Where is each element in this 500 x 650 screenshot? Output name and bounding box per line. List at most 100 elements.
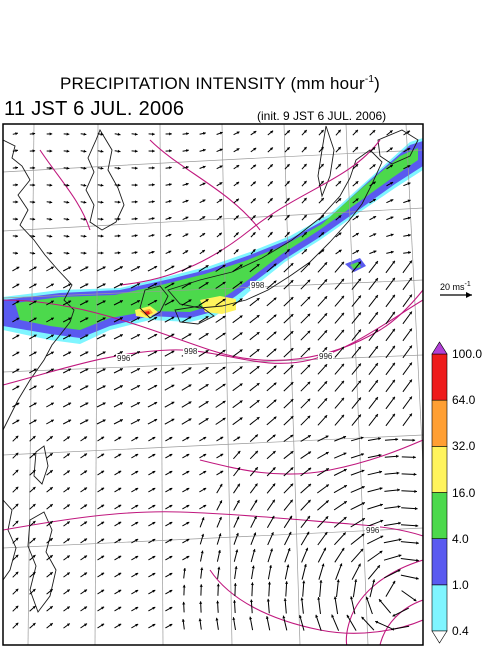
wind-vector-head (152, 573, 156, 576)
wind-vector-head (203, 471, 207, 474)
wind-vector-head (320, 129, 324, 133)
wind-vector-head (169, 607, 173, 610)
wind-vector-head (32, 183, 36, 187)
wind-vector-head (49, 200, 53, 204)
wind-vector-head (409, 362, 412, 366)
wind-vector-head (168, 233, 172, 237)
wind-vector-head (188, 384, 192, 388)
wind-vector-head (15, 217, 18, 221)
wind-vector-head (203, 488, 207, 491)
wind-vector-head (220, 470, 224, 474)
wind-vector-head (397, 505, 401, 509)
precip-intense-patch (200, 296, 236, 314)
wind-vector-head (235, 198, 239, 202)
wind-vector-head (341, 547, 345, 551)
wind-vector-head (169, 624, 173, 627)
wind-vector-head (324, 296, 328, 300)
wind-vector-head (375, 329, 378, 333)
wind-vector-head (137, 334, 140, 337)
wind-vector-head (392, 260, 395, 264)
wind-vector-head (341, 295, 344, 299)
wind-vector-head (15, 149, 18, 153)
wind-vector-head (171, 384, 175, 388)
isobar-label: 998 (183, 347, 199, 356)
wind-vector-head (354, 579, 358, 582)
wind-vector-head (100, 217, 104, 221)
wind-vector-head (119, 334, 123, 338)
wind-vector-head (289, 499, 293, 503)
wind-vector-head (307, 347, 311, 351)
wind-vector-head (84, 589, 87, 593)
wind-vector-head (252, 249, 256, 253)
wind-vector-head (256, 332, 260, 335)
isobars (3, 139, 423, 645)
wind-vector-head (171, 299, 175, 303)
wind-vector-head (287, 548, 291, 552)
wind-vector-head (219, 199, 223, 202)
colorbar-tick-label: 4.0 (452, 531, 469, 546)
wind-vector-head (398, 554, 402, 558)
wind-vector-head (325, 468, 329, 471)
wind-vector-head (100, 149, 104, 153)
wind-vector-head (171, 350, 175, 354)
wind-vector-head (392, 379, 395, 383)
wind-vector-head (239, 349, 243, 353)
wind-vector-head (201, 533, 205, 537)
wind-vector-head (16, 385, 20, 389)
wind-vector-head (202, 165, 206, 169)
wind-vector-head (66, 606, 70, 610)
wind-vector-head (361, 469, 365, 473)
wind-vector-head (84, 504, 87, 508)
wind-vector (315, 614, 322, 631)
wind-vector-head (100, 132, 104, 136)
wind-vector-head (169, 437, 173, 440)
wind-vector-head (66, 251, 70, 255)
wind-vector-head (303, 564, 307, 567)
wind-vector-head (375, 312, 378, 316)
wind-vector-head (101, 538, 105, 542)
wind-vector-head (15, 520, 19, 524)
wind-vector-head (235, 532, 239, 536)
wind-vector-head (50, 283, 54, 287)
wind-vector-head (154, 300, 158, 303)
wind-vector (400, 541, 419, 544)
isobar-label: 998 (250, 281, 266, 290)
wind-vector-head (390, 233, 394, 237)
wind-vector (334, 596, 339, 615)
wind-vector-head (249, 599, 253, 603)
wind-vector-head (290, 331, 294, 334)
wind-vector-head (361, 502, 365, 506)
wind-vector-head (338, 198, 342, 202)
wind-vector-head (169, 166, 172, 170)
wind-vector-head (355, 215, 359, 219)
wind-vector-head (85, 317, 89, 321)
wind-vector-head (290, 467, 294, 471)
wind-vector-head (320, 146, 324, 150)
colorbar-tick-label: 1.0 (452, 577, 469, 592)
wind-vector (367, 564, 381, 580)
wind-vector-head (286, 164, 290, 167)
wind-vector-head (325, 435, 329, 439)
wind-vector-head (254, 499, 258, 503)
wind-vector-head (338, 163, 341, 167)
wind-vector-head (16, 283, 20, 287)
wind-vector (365, 596, 373, 615)
wind-vector-head (66, 470, 70, 474)
wind-vector-head (205, 282, 209, 285)
wind-vector-head (392, 277, 395, 281)
wind-vector-head (188, 333, 192, 337)
wind-vector-head (267, 581, 271, 585)
wind-vector-head (186, 522, 190, 525)
wind-vector-head (324, 262, 328, 266)
wind-vector-head (181, 619, 185, 622)
wind-vector-head (307, 279, 311, 283)
wind-vector-head (83, 200, 87, 204)
isobar-line (3, 299, 423, 386)
wind-vector-head (135, 183, 138, 187)
wind-vector-head (49, 183, 53, 187)
wind-vector-head (217, 550, 221, 553)
wind-vector-head (137, 368, 140, 371)
wind-vector-head (252, 181, 256, 185)
wind-vector-head (235, 215, 239, 219)
wind-vector-head (32, 436, 36, 439)
